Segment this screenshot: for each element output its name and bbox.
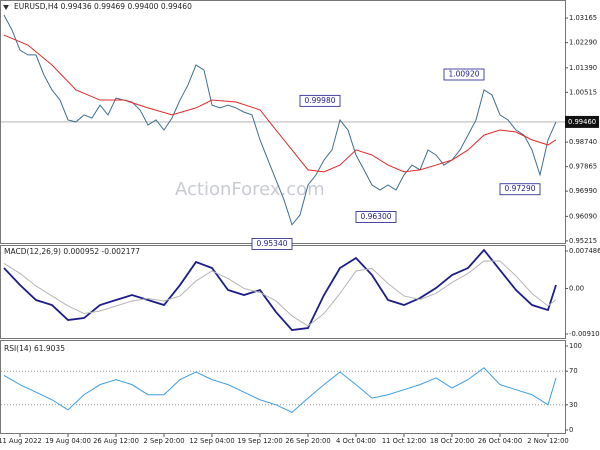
y-tick-label: 100 xyxy=(569,342,582,350)
series-line xyxy=(3,248,557,332)
x-tick-label: 26 Oct 04:00 xyxy=(478,437,522,445)
panel-title: RSI(14) 61.9035 xyxy=(4,344,65,353)
price-annotation xyxy=(251,237,293,250)
price-annotation-label: 0.96300 xyxy=(360,212,391,221)
y-tick-label: 0.97865 xyxy=(569,163,597,171)
panel-title: EURUSD,H4 0.99436 0.99469 0.99400 0.9946… xyxy=(14,2,192,11)
price-annotation xyxy=(499,183,541,196)
series-line xyxy=(3,34,557,173)
x-tick-label: 2 Nov 12:00 xyxy=(527,437,569,445)
watermark: ActionForex.com xyxy=(175,179,325,200)
y-tick-label: -0.009104 xyxy=(569,330,600,338)
price-annotation-label: 0.95340 xyxy=(256,239,287,248)
y-tick-label: 0.96990 xyxy=(569,187,597,195)
price-annotation-label: 0.99980 xyxy=(304,96,335,105)
x-tick-label: 19 Sep 12:00 xyxy=(237,437,282,445)
y-tick-label: 70 xyxy=(569,367,578,375)
price-annotation-label: 0.97290 xyxy=(504,184,535,193)
y-tick-label: 1.00515 xyxy=(569,88,597,96)
series-line xyxy=(3,14,557,226)
y-tick-label: 0.96090 xyxy=(569,212,597,220)
x-tick-label: 12 Sep 04:00 xyxy=(189,437,234,445)
price-annotation xyxy=(355,211,397,223)
y-tick-label: 0.95215 xyxy=(569,237,597,245)
y-tick-label: 30 xyxy=(569,401,578,409)
y-tick-label: 0.007486 xyxy=(569,247,600,255)
price-annotation xyxy=(443,68,485,81)
x-tick-label: 18 Oct 20:00 xyxy=(430,437,474,445)
x-tick-label: 19 Aug 04:00 xyxy=(45,437,91,445)
y-tick-label: 0 xyxy=(569,426,573,434)
y-tick-label: 1.02290 xyxy=(569,39,597,47)
y-tick-label: 1.01390 xyxy=(569,64,597,72)
y-tick-label: 0.98740 xyxy=(569,138,597,146)
panel-title: MACD(12,26,9) 0.000952 -0.002177 xyxy=(4,247,140,256)
x-tick-label: 11 Oct 12:00 xyxy=(382,437,426,445)
x-tick-label: 2 Sep 20:00 xyxy=(143,437,184,445)
price-annotation xyxy=(299,94,341,107)
series-line xyxy=(3,260,557,327)
x-tick-label: 4 Oct 04:00 xyxy=(336,437,376,445)
y-tick-label: 1.03165 xyxy=(569,14,597,22)
menu-icon xyxy=(3,5,9,10)
last-price-label: 0.99460 xyxy=(568,118,596,126)
rsi-panel xyxy=(0,340,566,434)
x-tick-label: 26 Sep 20:00 xyxy=(285,437,330,445)
x-tick-label: 11 Aug 2022 xyxy=(0,437,42,445)
last-price-tag xyxy=(565,115,599,128)
x-tick-label: 26 Aug 12:00 xyxy=(93,437,139,445)
series-line xyxy=(3,367,557,413)
y-tick-label: 0.00 xyxy=(569,284,584,292)
price-annotation-label: 1.00920 xyxy=(448,70,479,79)
